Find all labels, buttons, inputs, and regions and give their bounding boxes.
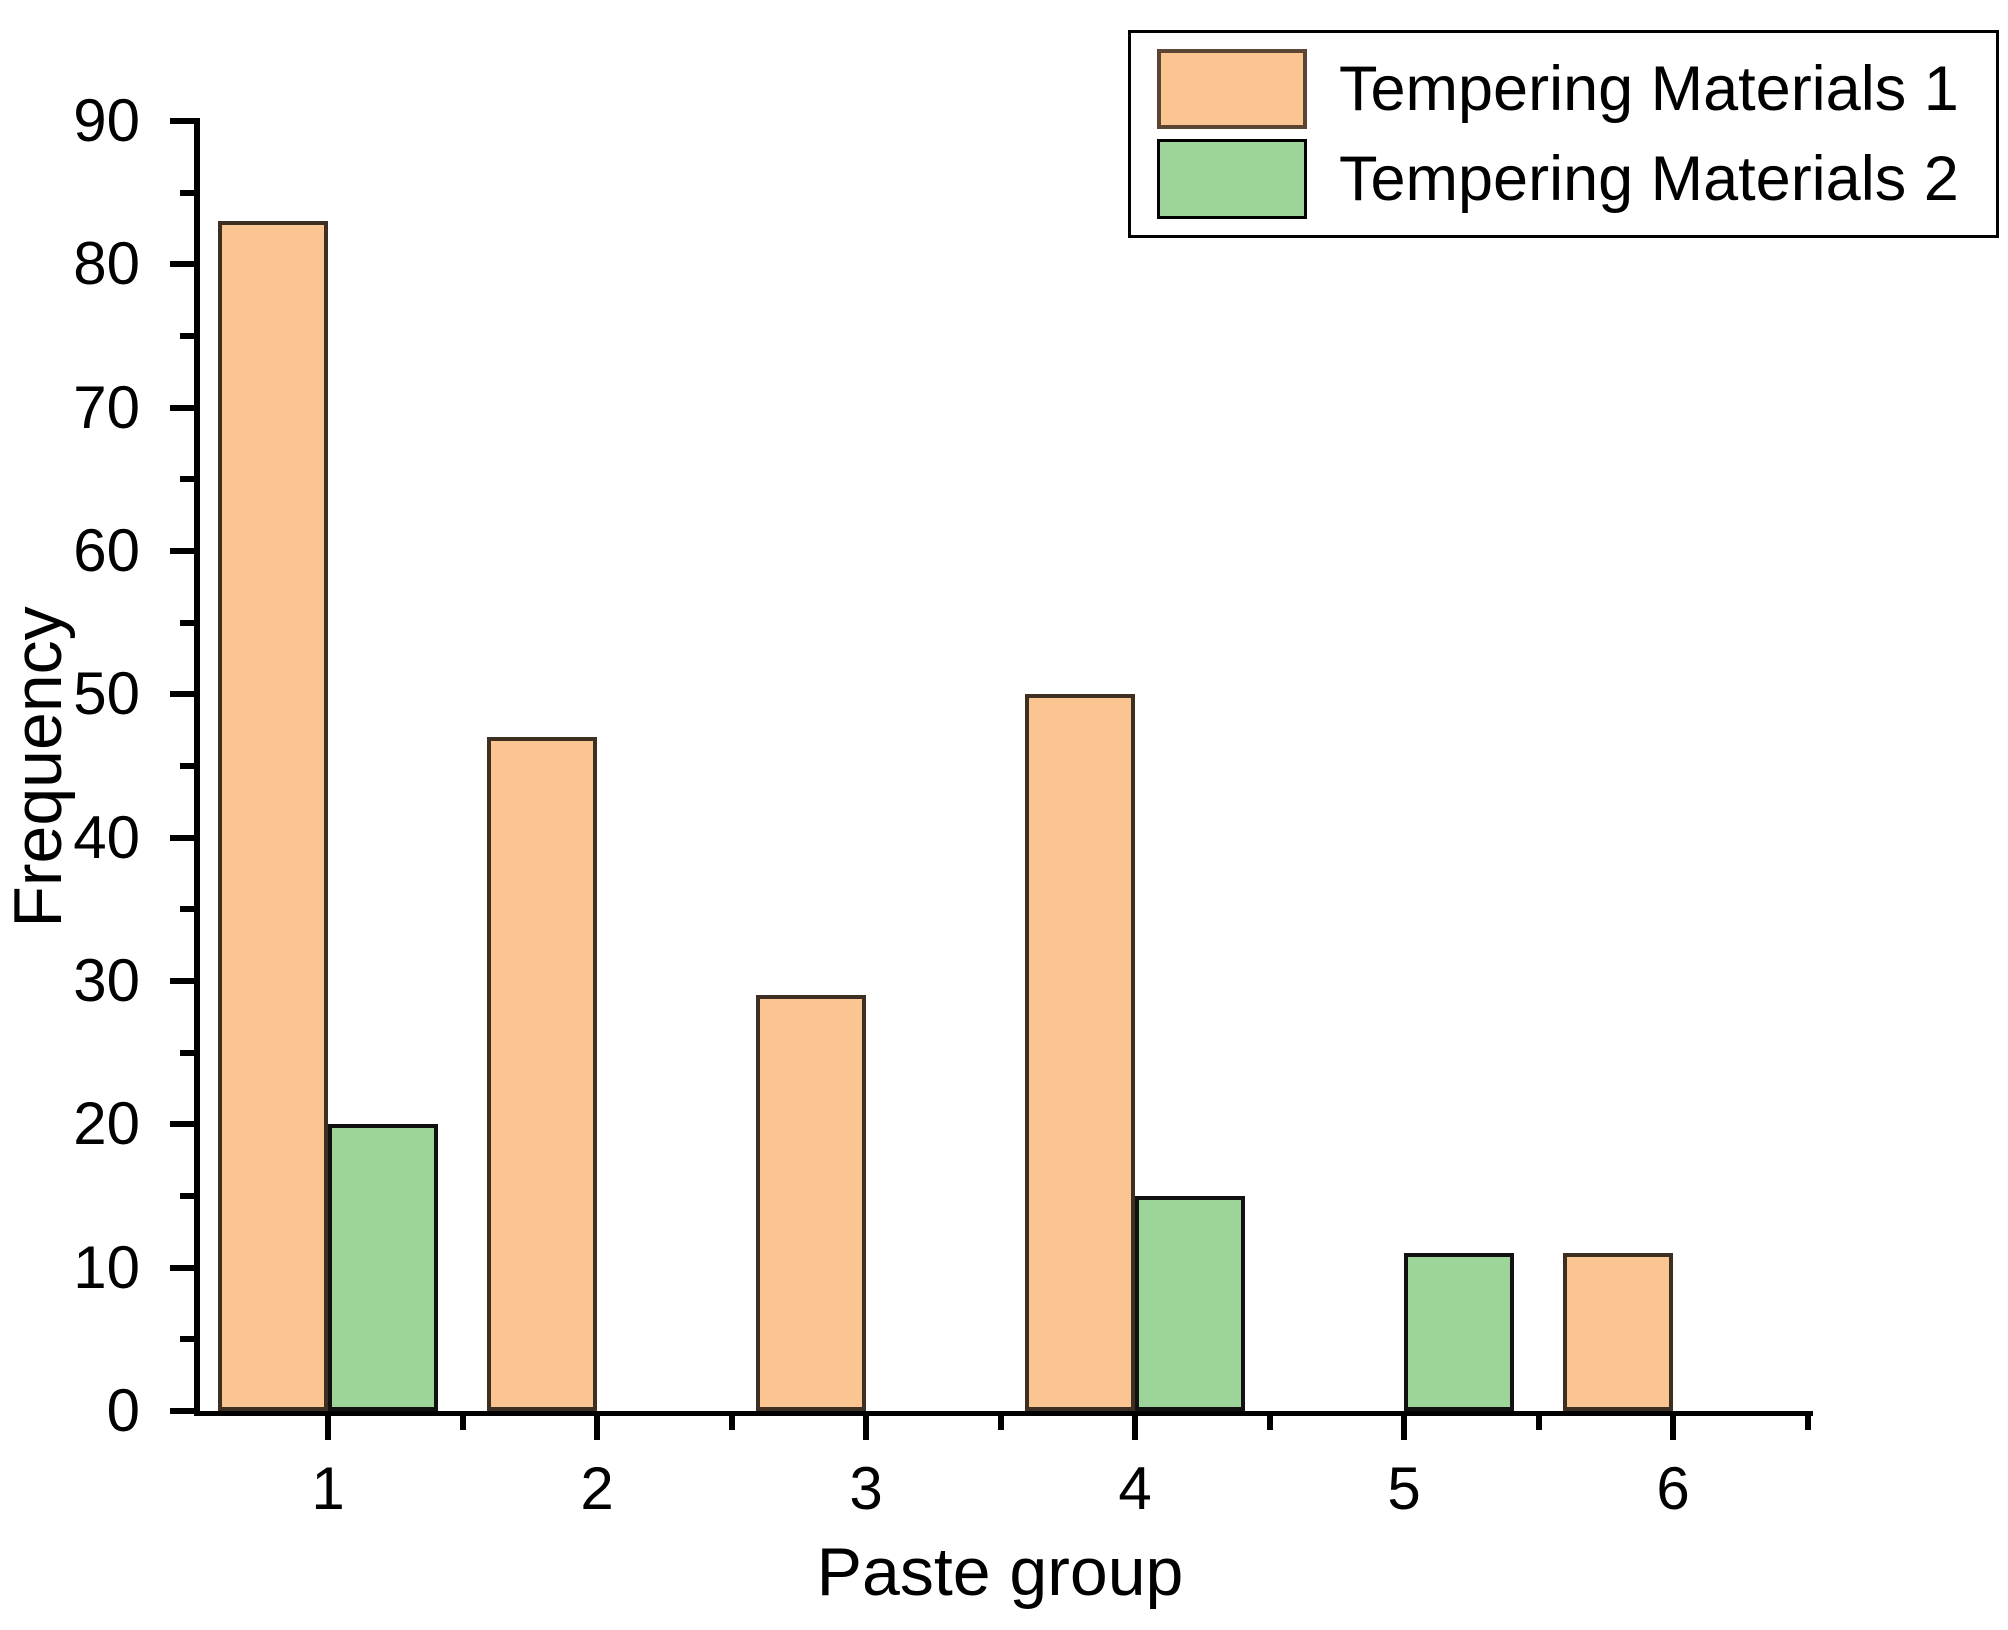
x-minor-tick (459, 1416, 466, 1430)
bar-tempering-materials-2-group-5 (1404, 1253, 1514, 1411)
y-major-tick (170, 691, 194, 698)
x-axis-title: Paste group (816, 1534, 1184, 1610)
x-axis-spine (194, 1411, 1813, 1416)
legend-item: Tempering Materials 2 (1157, 139, 1996, 219)
y-major-tick (170, 1121, 194, 1128)
x-major-tick (1401, 1416, 1407, 1440)
y-axis-spine (194, 118, 200, 1414)
y-major-tick (170, 548, 194, 555)
y-tick-label: 60 (73, 517, 140, 585)
legend-label: Tempering Materials 1 (1339, 53, 1959, 124)
x-major-tick (594, 1416, 600, 1440)
y-major-tick (170, 404, 194, 411)
bar-tempering-materials-1-group-6 (1563, 1253, 1673, 1411)
y-tick-label: 50 (73, 660, 140, 728)
x-tick-label: 2 (580, 1455, 614, 1522)
y-tick-label: 80 (73, 230, 140, 298)
x-major-tick (325, 1416, 331, 1440)
y-minor-tick (180, 763, 194, 769)
y-axis-title: Frequency (0, 606, 76, 928)
y-minor-tick (180, 189, 194, 196)
x-major-tick (1670, 1416, 1676, 1440)
y-tick-label: 90 (73, 87, 140, 155)
y-tick-label: 20 (73, 1090, 140, 1158)
y-minor-tick (180, 1193, 194, 1199)
y-major-tick (170, 261, 194, 268)
legend-label: Tempering Materials 2 (1339, 143, 1959, 214)
x-tick-label: 1 (311, 1455, 345, 1522)
y-minor-tick (180, 1049, 194, 1056)
y-tick-label: 0 (106, 1377, 140, 1444)
legend-swatch-icon (1157, 139, 1307, 219)
y-major-tick (170, 978, 194, 984)
x-tick-label: 3 (849, 1455, 883, 1522)
bar-tempering-materials-2-group-4 (1135, 1196, 1245, 1411)
bar-tempering-materials-2-group-1 (328, 1124, 438, 1411)
y-minor-tick (180, 906, 194, 913)
legend: Tempering Materials 1 Tempering Materials… (1128, 30, 1999, 238)
y-tick-label: 40 (73, 803, 140, 871)
x-minor-tick (1535, 1416, 1542, 1430)
bar-tempering-materials-1-group-2 (487, 737, 597, 1411)
bar-tempering-materials-1-group-3 (756, 995, 866, 1411)
legend-item: Tempering Materials 1 (1157, 49, 1996, 129)
x-tick-label: 6 (1656, 1455, 1690, 1522)
x-major-tick (1132, 1416, 1138, 1440)
y-minor-tick (180, 333, 194, 340)
bar-tempering-materials-1-group-1 (218, 221, 328, 1411)
y-tick-label: 30 (73, 947, 140, 1014)
x-minor-tick (728, 1416, 735, 1430)
y-minor-tick (180, 1336, 194, 1343)
x-tick-label: 4 (1118, 1455, 1152, 1522)
x-minor-tick (1266, 1416, 1273, 1430)
x-tick-label: 5 (1387, 1455, 1421, 1522)
y-minor-tick (180, 476, 194, 483)
x-minor-tick (1804, 1416, 1811, 1430)
y-minor-tick (180, 619, 194, 626)
x-major-tick (863, 1416, 869, 1440)
y-major-tick (170, 118, 194, 125)
x-minor-tick (997, 1416, 1004, 1430)
y-major-tick (170, 834, 194, 841)
y-tick-label: 70 (73, 373, 140, 441)
y-major-tick (170, 1408, 194, 1414)
bar-tempering-materials-1-group-4 (1025, 694, 1135, 1411)
y-tick-label: 10 (73, 1233, 140, 1301)
y-major-tick (170, 1264, 194, 1271)
legend-swatch-icon (1157, 49, 1307, 129)
